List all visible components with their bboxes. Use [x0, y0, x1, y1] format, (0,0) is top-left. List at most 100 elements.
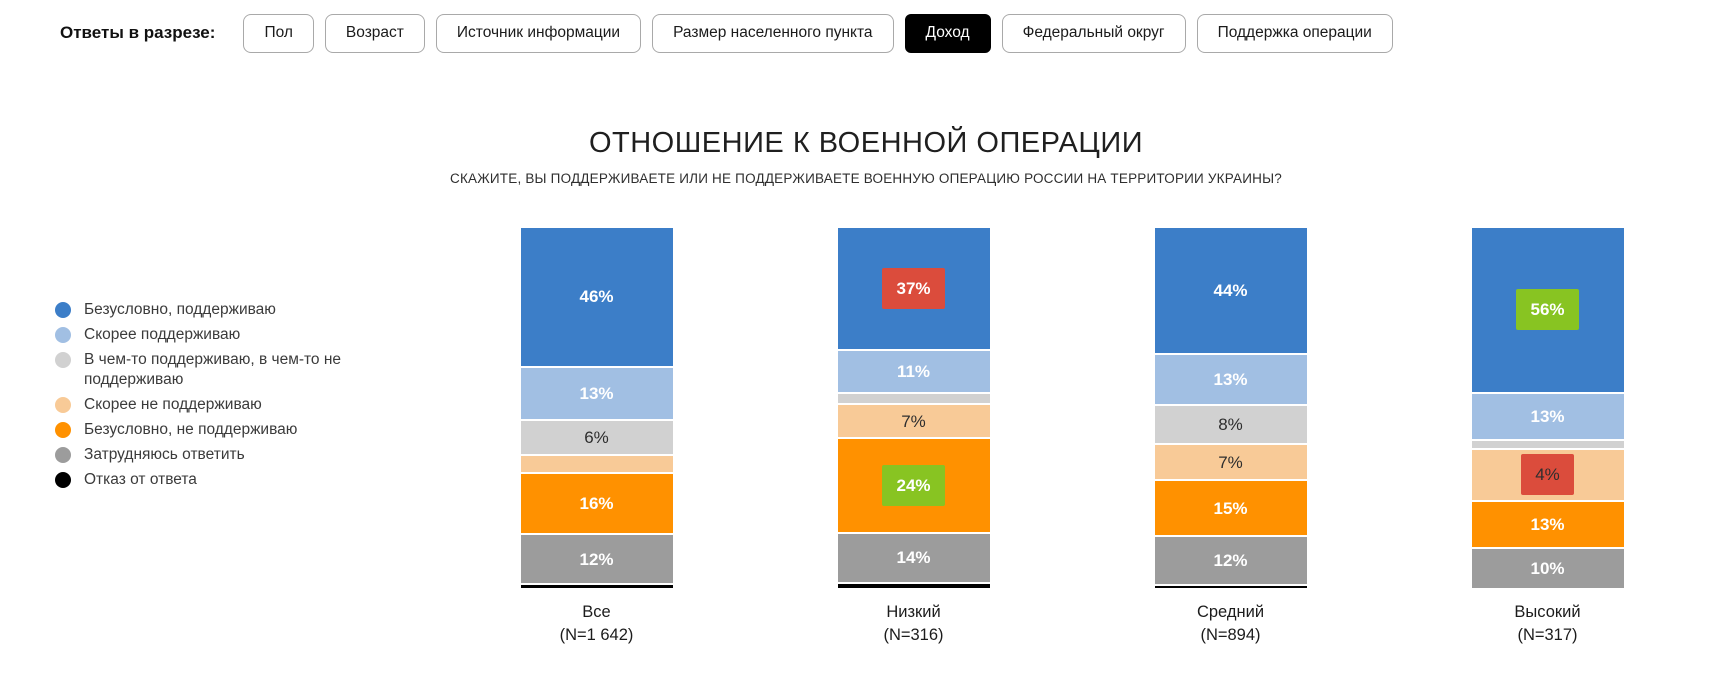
filter-bar: Ответы в разрезе: Пол Возраст Источник инф… [60, 14, 1393, 53]
bar-group-все: 46% 13% 6% 16% 12% Все (N=1 642) [438, 228, 755, 647]
legend-label: Безусловно, не поддерживаю [84, 421, 298, 438]
bar-segment-strong-support[interactable]: 56% [1471, 228, 1624, 392]
segment-value-highlight-higher: 24% [882, 465, 945, 507]
legend-label: В чем-то поддерживаю, в чем-то не поддер… [84, 351, 342, 388]
chart-legend: Безусловно, поддерживаю Скорее поддержива… [55, 300, 455, 495]
bar-segment-strong-support[interactable]: 37% [837, 228, 990, 350]
category-name: Все [582, 603, 611, 621]
segment-value-label: 13% [579, 384, 614, 404]
bar-segment-partly-support[interactable]: 6% [520, 421, 673, 454]
filter-button-размер-населенного-пункта[interactable]: Размер населенного пункта [652, 14, 894, 53]
category-label: Высокий (N=317) [1514, 601, 1580, 647]
category-sample-size: (N=1 642) [559, 626, 634, 644]
stacked-bar[interactable]: 44% 13% 8% 7% 15% 12% [1154, 228, 1307, 588]
bar-segment-partly-support[interactable] [837, 394, 990, 403]
legend-label: Скорее поддерживаю [84, 326, 241, 343]
category-sample-size: (N=894) [1200, 626, 1261, 644]
legend-color-dot [55, 472, 71, 488]
bar-group-средний: 44% 13% 8% 7% 15% 12% Средний (N=894) [1072, 228, 1389, 647]
bar-segment-rather-support[interactable]: 13% [520, 367, 673, 420]
legend-color-dot [55, 327, 71, 343]
legend-color-dot [55, 397, 71, 413]
segment-value-label: 10% [1530, 559, 1565, 579]
legend-item: Безусловно, не поддерживаю [55, 420, 455, 440]
legend-label: Затрудняюсь ответить [84, 446, 245, 463]
stacked-bar[interactable]: 56% 13% 4% 13% 10% [1471, 228, 1624, 589]
legend-item: Безусловно, поддерживаю [55, 300, 455, 320]
bar-segment-difficult-to-answer[interactable]: 14% [837, 534, 990, 582]
chart-subtitle: СКАЖИТЕ, ВЫ ПОДДЕРЖИВАЕТЕ ИЛИ НЕ ПОДДЕРЖ… [450, 171, 1282, 186]
segment-value-label: 16% [579, 493, 614, 513]
bar-segment-strong-support[interactable]: 46% [520, 228, 673, 366]
bar-segment-rather-support[interactable]: 13% [1154, 355, 1307, 405]
filter-button-федеральный-округ[interactable]: Федеральный округ [1001, 14, 1186, 53]
bar-segment-difficult-to-answer[interactable]: 10% [1471, 549, 1624, 589]
segment-value-highlight-higher: 56% [1516, 289, 1579, 331]
segment-value-label: 46% [579, 287, 614, 307]
legend-item: Скорее поддерживаю [55, 325, 455, 345]
segment-value-label: 6% [584, 428, 609, 448]
segment-value-label: 12% [579, 549, 614, 569]
category-sample-size: (N=317) [1517, 626, 1578, 644]
bar-segment-rather-not-support[interactable]: 4% [1471, 449, 1624, 500]
legend-color-dot [55, 352, 71, 368]
category-name: Высокий [1514, 603, 1581, 621]
segment-value-label: 7% [1218, 452, 1243, 472]
bar-segment-strong-support[interactable]: 44% [1154, 228, 1307, 354]
legend-color-dot [55, 422, 71, 438]
stacked-bar[interactable]: 37% 11% 7% 24% 14% [837, 228, 990, 589]
segment-value-highlight-lower: 4% [1521, 454, 1574, 496]
bar-group-низкий: 37% 11% 7% 24% 14% Низкий (N=316) [755, 228, 1072, 647]
segment-value-label: 13% [1530, 514, 1565, 534]
filter-button-источник-информации[interactable]: Источник информации [435, 14, 642, 53]
segment-value-label: 44% [1213, 281, 1248, 301]
chart-title: ОТНОШЕНИЕ К ВОЕННОЙ ОПЕРАЦИИ [588, 127, 1144, 159]
legend-item: В чем-то поддерживаю, в чем-то не поддер… [55, 350, 455, 390]
bar-segment-strong-not-support[interactable]: 16% [520, 473, 673, 533]
legend-item: Затрудняюсь ответить [55, 445, 455, 465]
segment-value-label: 8% [1218, 415, 1243, 435]
category-label: Средний (N=894) [1197, 601, 1264, 647]
segment-value-label: 13% [1530, 407, 1565, 426]
segment-value-label: 11% [896, 362, 931, 382]
bar-group-высокий: 56% 13% 4% 13% 10% Высокий (N=317) [1389, 228, 1706, 647]
bar-segment-rather-not-support[interactable]: 7% [837, 404, 990, 438]
segment-value-label: 12% [1213, 550, 1248, 570]
filter-button-поддержка-операции[interactable]: Поддержка операции [1196, 14, 1393, 53]
bar-segment-refuse-to-answer[interactable] [837, 583, 990, 589]
bar-segment-rather-not-support[interactable]: 7% [1154, 444, 1307, 480]
legend-color-dot [55, 447, 71, 463]
bar-segment-rather-support[interactable]: 13% [1471, 393, 1624, 440]
bar-segment-strong-not-support[interactable]: 15% [1154, 481, 1307, 536]
category-label: Все (N=1 642) [560, 601, 634, 647]
bar-segment-refuse-to-answer[interactable] [1154, 585, 1307, 588]
segment-value-label: 13% [1213, 370, 1248, 390]
legend-label: Отказ от ответа [84, 471, 197, 488]
category-label: Низкий (N=316) [883, 601, 943, 647]
bar-segment-difficult-to-answer[interactable]: 12% [1154, 537, 1307, 584]
legend-item: Скорее не поддерживаю [55, 395, 455, 415]
legend-label: Скорее не поддерживаю [84, 396, 262, 413]
bar-segment-strong-not-support[interactable]: 24% [837, 439, 990, 533]
filter-button-возраст[interactable]: Возраст [324, 14, 425, 53]
bar-segment-rather-not-support[interactable] [520, 455, 673, 472]
bar-segment-partly-support[interactable] [1471, 441, 1624, 448]
category-sample-size: (N=316) [883, 626, 944, 644]
filter-button-доход[interactable]: Доход [904, 14, 991, 53]
filter-bar-label: Ответы в разрезе: [60, 23, 216, 43]
legend-label: Безусловно, поддерживаю [84, 301, 276, 318]
bar-segment-refuse-to-answer[interactable] [520, 585, 673, 588]
legend-color-dot [55, 302, 71, 318]
stacked-bar[interactable]: 46% 13% 6% 16% 12% [520, 228, 673, 588]
legend-item: Отказ от ответа [55, 470, 455, 490]
bar-segment-rather-support[interactable]: 11% [837, 351, 990, 393]
segment-value-highlight-lower: 37% [882, 268, 945, 310]
filter-button-пол[interactable]: Пол [243, 14, 314, 53]
category-name: Средний [1196, 603, 1265, 621]
bar-segment-partly-support[interactable]: 8% [1154, 406, 1307, 443]
filter-button-group: Пол Возраст Источник информации Размер насе… [243, 14, 1393, 53]
bar-segment-strong-not-support[interactable]: 13% [1471, 501, 1624, 548]
bar-segment-difficult-to-answer[interactable]: 12% [520, 534, 673, 584]
category-name: Низкий [886, 603, 941, 621]
segment-value-label: 14% [896, 548, 931, 568]
